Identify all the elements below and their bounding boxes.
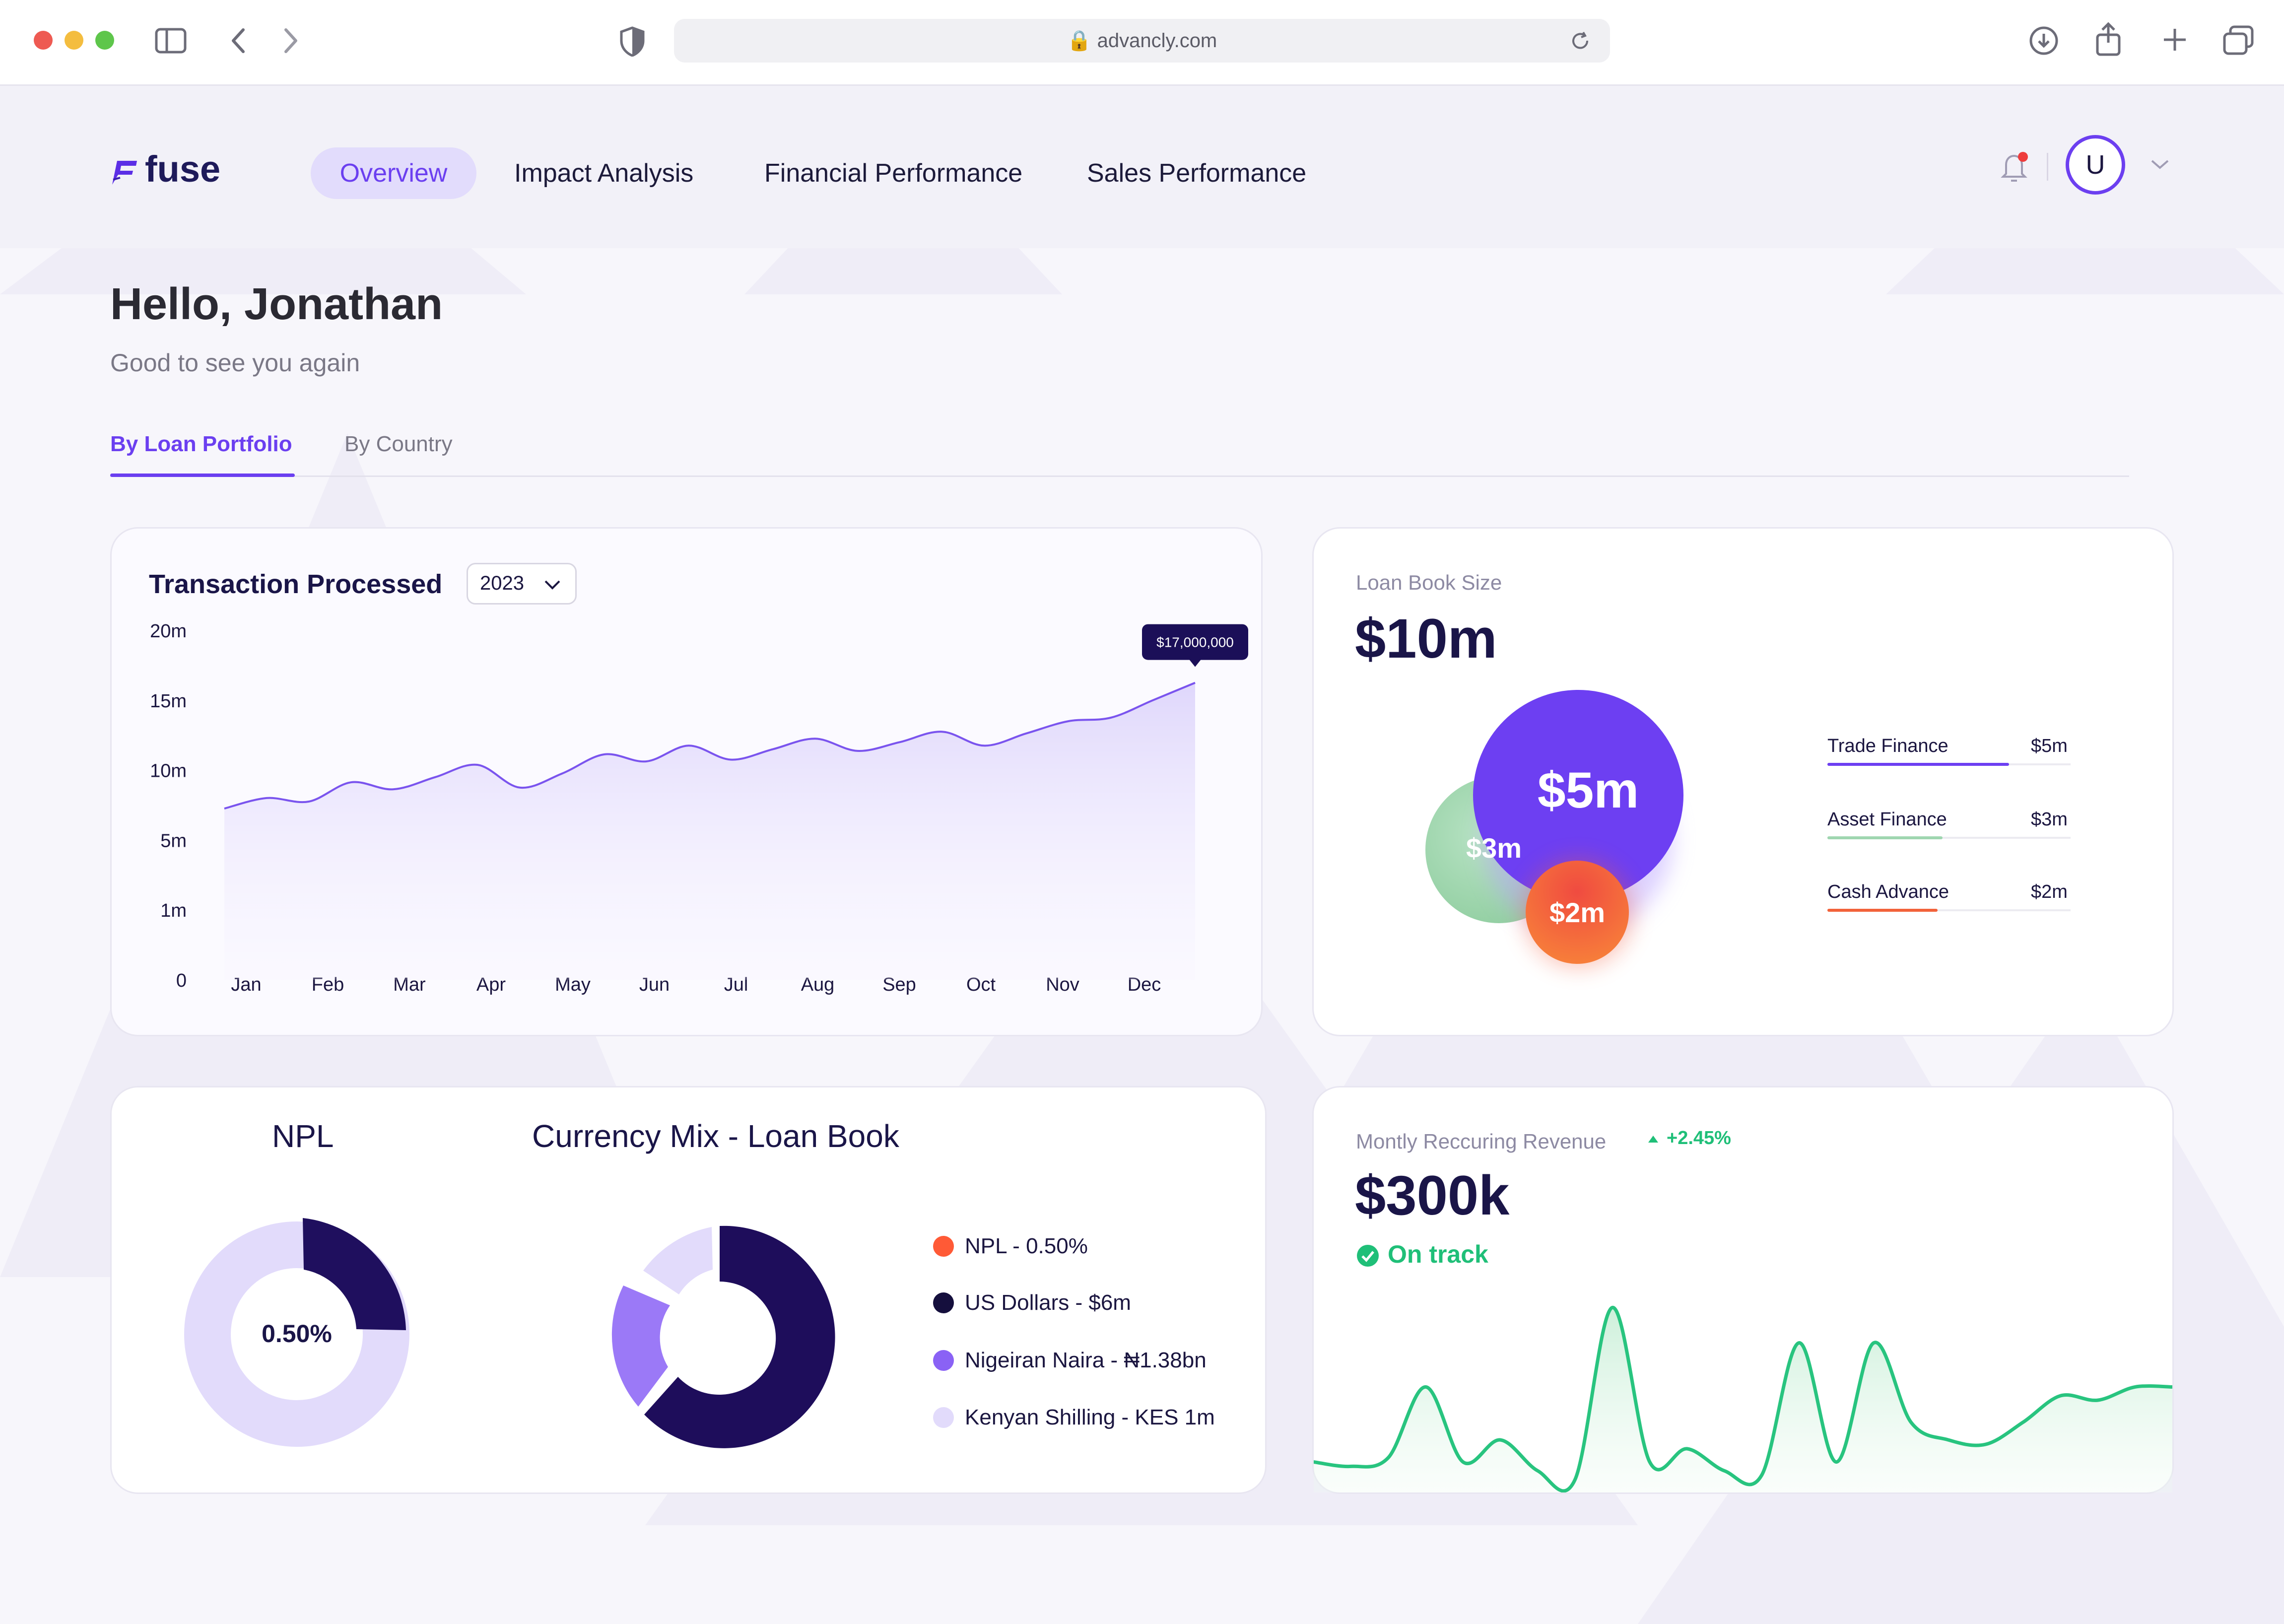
loan-book-label: Loan Book Size <box>1356 571 1502 594</box>
tab-overview-pill[interactable] <box>311 147 476 199</box>
currency-legend-item: Kenyan Shilling - KES 1m <box>933 1405 1215 1430</box>
donut-segment-naira <box>611 1286 670 1407</box>
download-icon[interactable] <box>2028 25 2060 57</box>
chevron-down-icon[interactable] <box>2149 157 2171 172</box>
sidebar-toggle-icon[interactable] <box>155 28 187 54</box>
y-tick-label: 10m <box>150 761 187 782</box>
legend-trade-finance-value: $5m <box>2031 736 2068 756</box>
legend-dot <box>933 1407 954 1428</box>
y-tick-label: 0 <box>176 970 187 991</box>
reload-icon[interactable] <box>1570 31 1591 52</box>
donut-segment-kes <box>643 1227 713 1294</box>
nav-impact-analysis[interactable]: Impact Analysis <box>514 159 694 188</box>
legend-cash-advance-bar <box>1827 909 2071 912</box>
npl-title: NPL <box>272 1118 334 1154</box>
app-logo[interactable]: fuse <box>145 148 221 190</box>
mrr-change: +2.45% <box>1667 1128 1731 1149</box>
loan-book-card <box>1312 527 2174 1036</box>
currency-legend-item: NPL - 0.50% <box>933 1234 1088 1259</box>
trend-up-icon <box>1648 1136 1658 1143</box>
tab-by-country[interactable]: By Country <box>344 432 453 456</box>
tab-by-loan-portfolio[interactable]: By Loan Portfolio <box>110 432 292 456</box>
y-tick-label: 20m <box>150 621 187 642</box>
currency-legend-item: US Dollars - $6m <box>933 1290 1131 1315</box>
mrr-area <box>1314 1307 2172 1492</box>
transaction-line <box>224 681 1196 810</box>
bubble-label-trade-finance: $5m <box>1537 762 1639 818</box>
npl-donut <box>184 1218 409 1447</box>
chart-tooltip-label: $17,000,000 <box>1156 635 1234 650</box>
header-divider <box>2047 153 2048 181</box>
mrr-sparkline <box>1314 1305 2172 1492</box>
loan-book-value: $10m <box>1355 608 1497 670</box>
legend-asset-finance-value: $3m <box>2031 809 2068 830</box>
legend-trade-finance-bar <box>1827 763 2071 766</box>
currency-legend-item: Nigeiran Naira - ₦1.38bn <box>933 1348 1207 1373</box>
npl-donut-segment <box>303 1218 406 1330</box>
browser-toolbar: 🔒 advancly.com <box>0 0 2284 86</box>
y-tick-label: 15m <box>150 691 187 712</box>
check-circle-icon <box>1357 1245 1379 1267</box>
legend-dot <box>933 1236 954 1257</box>
nav-sales-performance[interactable]: Sales Performance <box>1087 159 1307 188</box>
mrr-status: On track <box>1388 1240 1488 1268</box>
page-title: Hello, Jonathan <box>110 279 443 329</box>
mrr-line <box>1314 1305 2172 1492</box>
y-tick-label: 1m <box>160 900 187 921</box>
trade-finance-bubble <box>1473 690 1683 900</box>
avatar[interactable]: U <box>2066 135 2125 195</box>
active-tab-underline <box>110 474 295 477</box>
mrr-value: $300k <box>1355 1164 1510 1226</box>
nav-overview[interactable]: Overview <box>339 159 448 188</box>
bell-icon[interactable] <box>1999 150 2031 185</box>
legend-cash-advance: Cash Advance <box>1827 881 1949 902</box>
transaction-area <box>224 682 1195 980</box>
bubble-label-asset-finance: $3m <box>1466 832 1522 864</box>
forward-arrow-icon[interactable] <box>281 26 301 56</box>
currency-mix-donut <box>611 1225 835 1448</box>
url-text: advancly.com <box>1097 30 1217 52</box>
back-arrow-icon[interactable] <box>228 26 248 56</box>
chart-tooltip <box>1142 624 1248 660</box>
tabs-overview-icon[interactable] <box>2222 25 2254 56</box>
address-bar[interactable]: 🔒 advancly.com <box>674 19 1610 63</box>
tabs-divider <box>110 475 2129 477</box>
mrr-label: Montly Reccuring Revenue <box>1356 1130 1607 1153</box>
donut-segment-us-dollars <box>644 1225 835 1448</box>
bubble-label-cash-advance: $2m <box>1549 897 1606 928</box>
legend-dot <box>933 1292 954 1313</box>
legend-dot <box>933 1350 954 1371</box>
shield-icon[interactable] <box>619 26 645 57</box>
minimize-window-button[interactable] <box>65 31 83 50</box>
page-subtitle: Good to see you again <box>110 349 360 377</box>
year-select[interactable]: 2023 <box>467 563 577 605</box>
loan-book-bubbles <box>1425 690 1683 968</box>
maximize-window-button[interactable] <box>95 31 114 50</box>
legend-cash-advance-value: $2m <box>2031 881 2068 902</box>
transaction-title: Transaction Processed <box>149 569 443 599</box>
legend-trade-finance: Trade Finance <box>1827 736 1948 756</box>
cash-advance-bubble <box>1526 861 1629 964</box>
y-tick-label: 5m <box>160 830 187 851</box>
fuse-logo-icon[interactable] <box>110 158 139 187</box>
nav-financial-performance[interactable]: Financial Performance <box>764 159 1023 188</box>
chevron-down-icon <box>544 580 560 590</box>
new-tab-icon[interactable] <box>2161 26 2189 54</box>
legend-asset-finance: Asset Finance <box>1827 809 1947 830</box>
lock-icon: 🔒 <box>1067 30 1092 52</box>
year-select-value: 2023 <box>480 572 524 594</box>
currency-mix-title: Currency Mix - Loan Book <box>532 1118 899 1154</box>
close-window-button[interactable] <box>34 31 53 50</box>
legend-asset-finance-bar <box>1827 836 2071 839</box>
share-icon[interactable] <box>2093 22 2123 57</box>
npl-center-value: 0.50% <box>262 1320 332 1348</box>
